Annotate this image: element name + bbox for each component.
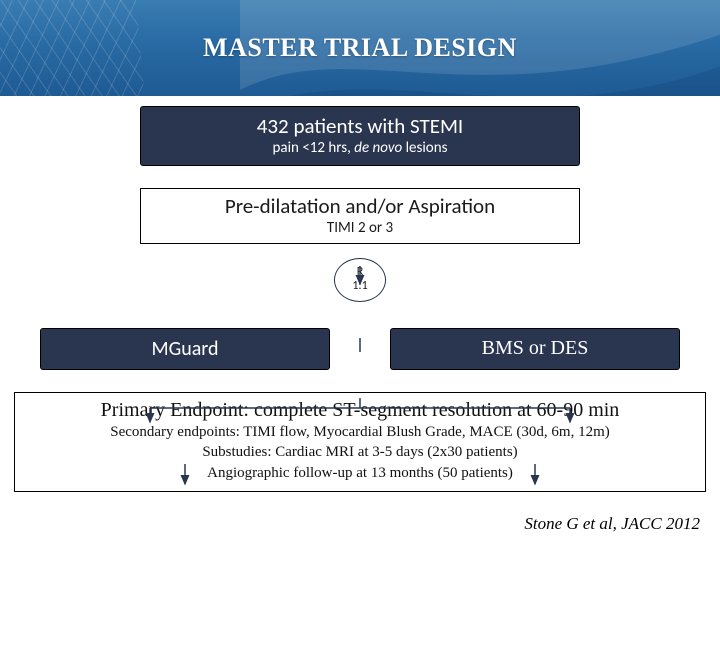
enroll-sub-italic: de novo <box>354 139 402 157</box>
node-step: Pre-dilatation and/or Aspiration TIMI 2 … <box>140 188 580 244</box>
node-endpoints: Primary Endpoint: complete ST-segment re… <box>14 392 706 492</box>
node-arm-right: BMS or DES <box>390 328 680 370</box>
endpoint-sub1: Substudies: Cardiac MRI at 3-5 days (2x3… <box>23 442 697 462</box>
node-randomize: R 1:1 <box>334 258 386 302</box>
endpoint-sub2: Angiographic follow-up at 13 months (50 … <box>23 463 697 483</box>
enroll-title: 432 patients with STEMI <box>153 113 567 139</box>
page-title: MASTER TRIAL DESIGN <box>203 33 517 63</box>
node-enroll: 432 patients with STEMI pain <12 hrs, de… <box>140 106 580 166</box>
flow-connectors <box>0 106 720 646</box>
randomize-r: R <box>357 266 364 280</box>
enroll-sub: pain <12 hrs, de novo lesions <box>153 139 567 157</box>
step-title: Pre-dilatation and/or Aspiration <box>151 193 569 219</box>
endpoint-secondary: Secondary endpoints: TIMI flow, Myocardi… <box>23 422 697 442</box>
endpoint-primary: Primary Endpoint: complete ST-segment re… <box>23 399 697 422</box>
mesh-pattern <box>0 0 146 96</box>
randomize-ratio: 1:1 <box>352 280 367 294</box>
enroll-sub-suffix: lesions <box>402 139 447 157</box>
step-sub: TIMI 2 or 3 <box>151 219 569 237</box>
header-band: MASTER TRIAL DESIGN <box>0 0 720 96</box>
node-arm-left: MGuard <box>40 328 330 370</box>
enroll-sub-prefix: pain <12 hrs, <box>273 139 355 157</box>
arms-row: MGuard BMS or DES <box>40 328 680 370</box>
citation: Stone G et al, JACC 2012 <box>524 514 700 534</box>
flowchart: 432 patients with STEMI pain <12 hrs, de… <box>0 106 720 492</box>
